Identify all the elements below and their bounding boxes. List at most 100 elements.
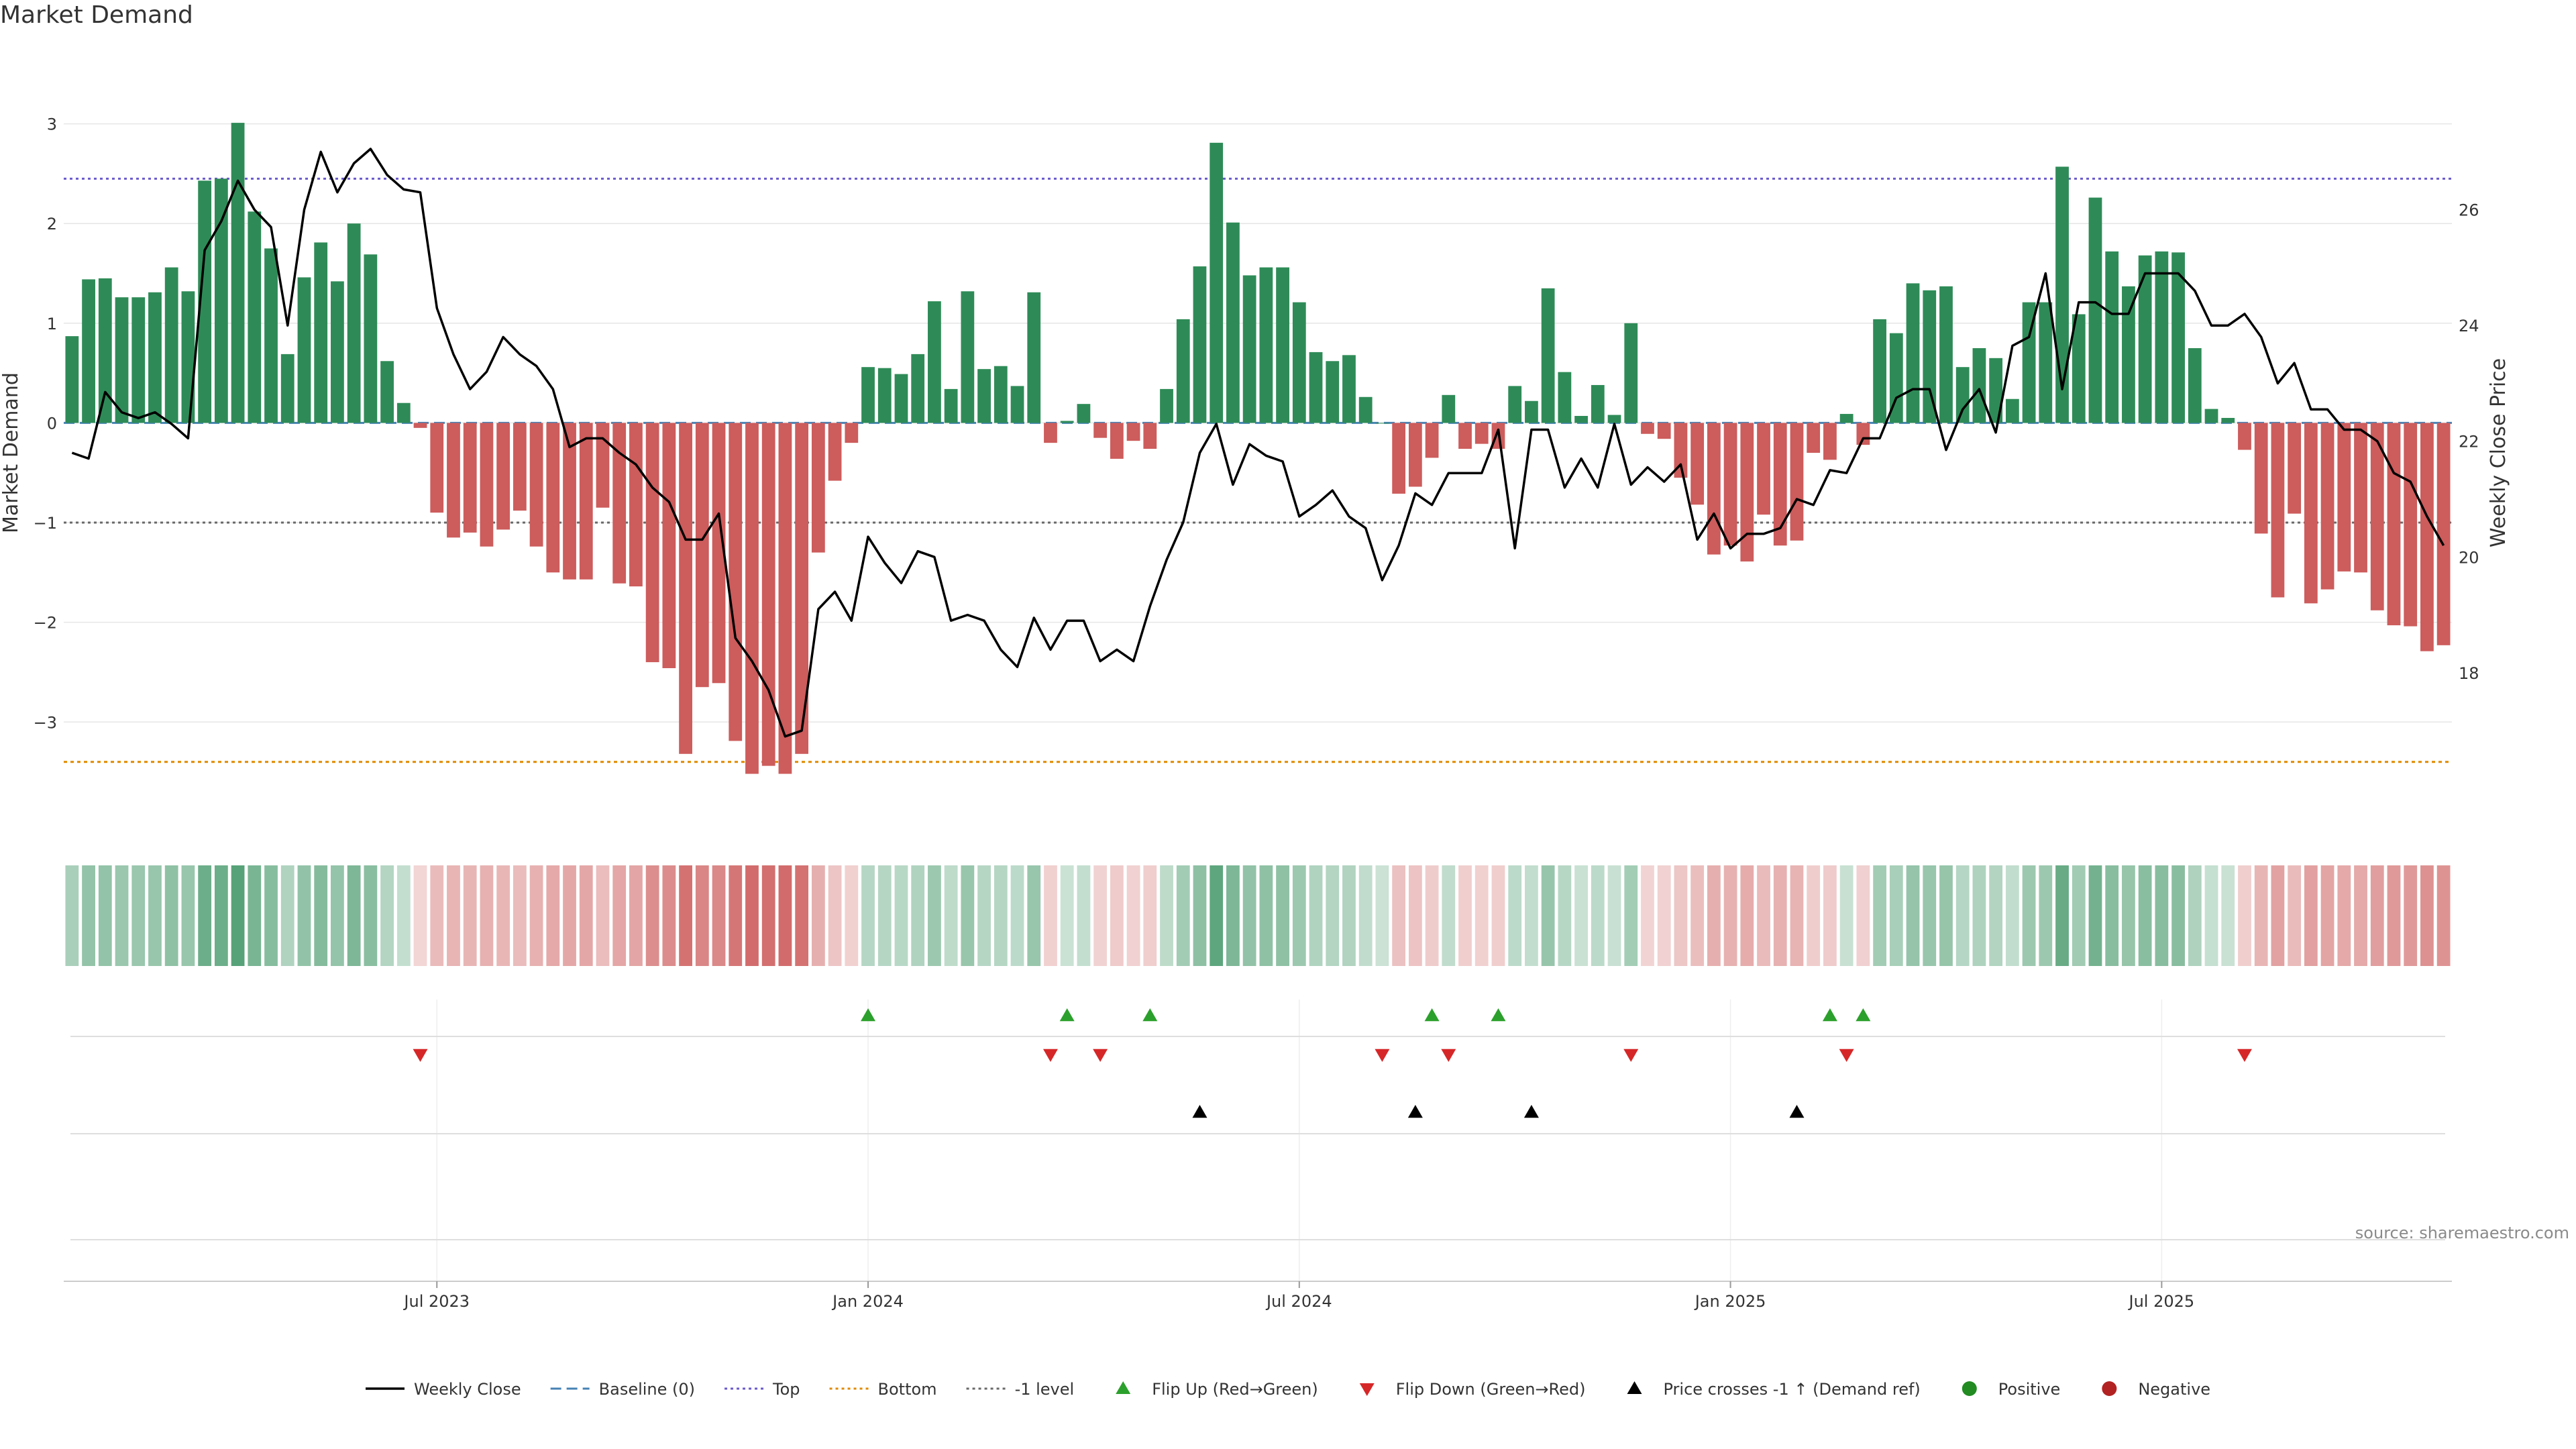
heatstrip-cell	[911, 865, 925, 966]
heatstrip-cell	[546, 865, 560, 966]
heatstrip-cell	[679, 865, 692, 966]
heatstrip-cell	[994, 865, 1008, 966]
demand-bar-positive	[1077, 404, 1091, 423]
demand-bar-positive	[977, 369, 991, 423]
heatstrip-cell	[1723, 865, 1737, 966]
demand-bar-negative	[1757, 423, 1770, 515]
heatstrip-cell	[1541, 865, 1555, 966]
weekly-close-price-line	[71, 148, 2445, 738]
demand-bar-positive	[1210, 142, 1224, 423]
demand-bar-positive	[1624, 323, 1638, 423]
heatstrip-cell	[1740, 865, 1754, 966]
heatstrip-cell	[1126, 865, 1140, 966]
legend-label: Negative	[2138, 1380, 2210, 1399]
price-cross-marker	[1192, 1105, 1208, 1118]
flip-up-marker	[1142, 1008, 1158, 1022]
demand-bar-positive	[1358, 396, 1373, 423]
demand-bar-positive	[2005, 398, 2019, 423]
heatstrip-cell	[1077, 865, 1091, 966]
heatstrip-cell	[2387, 865, 2401, 966]
heatstrip-cell	[778, 865, 792, 966]
x-tick-label: Jul 2025	[2128, 1292, 2195, 1311]
x-tick-label: Jan 2024	[831, 1292, 904, 1311]
demand-bar-positive	[115, 297, 129, 423]
demand-bar-positive	[65, 336, 79, 423]
demand-bar-negative	[2420, 423, 2434, 651]
demand-bar-positive	[1591, 384, 1605, 423]
heatstrip-cell	[513, 865, 527, 966]
heatstrip-cell	[1972, 865, 1986, 966]
demand-bar-positive	[994, 366, 1008, 423]
heatstrip-cell	[1657, 865, 1671, 966]
demand-bar-positive	[1989, 358, 2003, 423]
heatstrip-cell	[364, 865, 378, 966]
flip-up-marker	[1822, 1008, 1837, 1022]
heatstrip-cell	[2171, 865, 2185, 966]
heatstrip-cell	[1773, 865, 1787, 966]
heatstrip-cell	[1491, 865, 1505, 966]
heatstrip-cell	[828, 865, 842, 966]
demand-bar-negative	[679, 423, 692, 754]
demand-bar-negative	[729, 423, 743, 741]
demand-bar-positive	[1574, 416, 1588, 423]
heatstrip-cell	[1955, 865, 1970, 966]
heatstrip-cell	[2072, 865, 2086, 966]
demand-bar-negative	[529, 423, 543, 547]
demand-bar-positive	[2105, 251, 2119, 423]
heatstrip-cell	[2354, 865, 2367, 966]
demand-bar-positive	[214, 178, 228, 423]
heatstrip-cell	[181, 865, 195, 966]
demand-bar-positive	[1292, 302, 1306, 423]
flip-down-marker	[1375, 1049, 1390, 1062]
heatstrip-cell	[2155, 865, 2169, 966]
heatstrip-cell	[1624, 865, 1638, 966]
heatstrip-cell	[2320, 865, 2334, 966]
price-cross-marker	[1789, 1105, 1805, 1118]
heatstrip-cell	[1276, 865, 1289, 966]
demand-bar-positive	[2188, 347, 2202, 423]
heatstrip-cell	[1906, 865, 1920, 966]
heatstrip-cell	[2404, 865, 2418, 966]
heatstrip-cell	[1757, 865, 1770, 966]
demand-bar-positive	[1906, 283, 1920, 423]
heatstrip-cell	[396, 865, 411, 966]
gridlines	[64, 123, 2452, 1281]
heatstrip-cell	[1989, 865, 2003, 966]
heatstrip-cell	[1358, 865, 1373, 966]
heatstrip-cell	[712, 865, 726, 966]
flip-down-marker	[413, 1049, 428, 1062]
demand-bar-negative	[1823, 423, 1837, 460]
heatstrip-cell	[1093, 865, 1108, 966]
legend: Weekly Close Baseline (0) Top Bottom -1 leve…	[366, 1380, 2210, 1399]
heatstrip-cell	[2420, 865, 2434, 966]
heatstrip-cell	[2204, 865, 2218, 966]
legend-item-negative: Negative	[2102, 1380, 2210, 1399]
demand-bar-negative	[1126, 423, 1140, 441]
demand-bar-negative	[1740, 423, 1754, 561]
heatstrip-cell	[1408, 865, 1422, 966]
demand-bar-positive	[248, 211, 262, 423]
legend-label: Positive	[1998, 1380, 2061, 1399]
demand-bar-negative	[811, 423, 825, 553]
heatstrip-cell	[1309, 865, 1323, 966]
heatstrip-cell	[745, 865, 759, 966]
legend-label: Weekly Close	[414, 1380, 521, 1399]
demand-bar-positive	[1889, 333, 1903, 423]
heatstrip-cell	[1574, 865, 1588, 966]
demand-bar-negative	[2387, 423, 2401, 626]
heatstrip-cell	[347, 865, 361, 966]
heatstrip-cell	[944, 865, 958, 966]
demand-bar-positive	[347, 223, 361, 423]
demand-bar-positive	[2122, 286, 2135, 423]
heatstrip-cell	[1607, 865, 1621, 966]
demand-bar-positive	[148, 292, 162, 423]
demand-bar-negative	[2354, 423, 2367, 573]
heatstrip-cell	[1342, 865, 1356, 966]
heatstrip-cell	[148, 865, 162, 966]
heatstrip-cell	[1707, 865, 1721, 966]
heatstrip-cell	[2105, 865, 2119, 966]
demand-bar-positive	[1342, 355, 1356, 423]
heatstrip-cell	[629, 865, 643, 966]
legend-label: Bottom	[878, 1380, 937, 1399]
legend-item-weekly-close: Weekly Close	[366, 1380, 521, 1399]
